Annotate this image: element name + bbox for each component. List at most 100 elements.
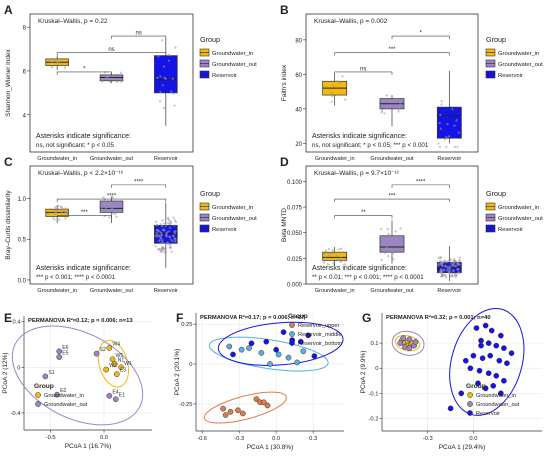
significance-label: *** (388, 194, 396, 200)
confidence-ellipse (217, 321, 344, 366)
x-axis-label: PCoA 1 (29.4%) (439, 444, 486, 451)
panel-letter: F (176, 311, 183, 325)
legend-swatch (289, 322, 295, 328)
data-point (170, 250, 173, 253)
legend-label: Reservoir (212, 227, 237, 233)
data-point (412, 339, 419, 345)
data-point (444, 264, 448, 268)
legend-label: Groundwater_in (212, 51, 253, 57)
data-point (339, 257, 343, 260)
legend-label: Groundwater_out (498, 62, 543, 68)
data-point (394, 230, 397, 233)
legend-label: Groundwater_in (44, 393, 84, 399)
data-point (48, 58, 52, 62)
data-point (263, 338, 270, 345)
data-point (451, 108, 454, 111)
data-point (168, 226, 172, 230)
data-point (439, 268, 443, 271)
data-point (47, 212, 50, 215)
legend-title: Group (466, 383, 486, 390)
significance-bracket (111, 35, 167, 40)
data-point (452, 263, 456, 266)
y-tick-label: 0.25 (181, 322, 192, 328)
legend-label: Groundwater_in (498, 205, 539, 211)
note-line: ns, not significant; * p < 0.05 (36, 142, 114, 149)
note-line: Asterisks indicate significance: (312, 133, 407, 140)
data-point (343, 93, 346, 96)
data-point (331, 252, 334, 256)
data-point (169, 220, 173, 224)
legend-title: Group (34, 383, 54, 390)
data-point (273, 346, 280, 353)
data-point (111, 196, 115, 199)
x-tick-label: Reservoir (154, 288, 178, 294)
data-point (108, 216, 111, 219)
data-point (118, 209, 122, 213)
data-point (399, 248, 403, 252)
data-point (161, 84, 164, 87)
data-point (324, 249, 328, 252)
legend-label: Groundwater_out (212, 62, 257, 68)
data-point (113, 212, 116, 216)
y-axis-label: Faith's index (281, 64, 288, 101)
data-point (173, 224, 176, 227)
data-point (311, 353, 318, 359)
data-point (300, 348, 307, 355)
data-point (56, 354, 63, 360)
data-point (439, 256, 442, 260)
y-tick-label: 20 (295, 142, 302, 148)
data-point (165, 242, 168, 245)
data-point (326, 263, 329, 266)
y-axis-label: PCoA 2 (12%) (2, 352, 9, 393)
stat-title: Kruskal–Wallis, p = 9.7×10⁻¹² (314, 170, 400, 177)
significance-bracket (56, 71, 112, 75)
data-point (63, 66, 67, 69)
data-point (53, 209, 57, 212)
point-label: W5 (116, 353, 124, 359)
y-tick-label: 0.075 (287, 206, 303, 212)
data-point (450, 272, 454, 275)
point-label: W4 (112, 341, 120, 347)
data-point (154, 234, 157, 238)
significance-label: **** (107, 194, 117, 200)
legend-label: Reservoir_middle (298, 332, 342, 338)
data-point (341, 251, 344, 254)
data-point (448, 265, 451, 268)
data-point (338, 81, 342, 85)
significance-bracket (334, 198, 450, 203)
data-point (171, 239, 174, 243)
note-line: Asterisks indicate significance: (36, 133, 131, 140)
data-point (406, 336, 413, 343)
data-point (157, 239, 161, 242)
data-point (341, 75, 344, 78)
panel-letter: D (280, 155, 289, 169)
data-point (104, 207, 108, 211)
data-point (440, 103, 443, 106)
x-tick-label: Groundwater_out (370, 288, 414, 294)
data-point (397, 110, 400, 113)
data-point (446, 260, 449, 263)
data-point (458, 256, 462, 259)
point-label: E2 (60, 388, 66, 394)
data-point (154, 220, 158, 223)
data-point (343, 259, 346, 262)
x-tick-label: Groundwater_out (370, 156, 414, 162)
data-point (159, 242, 162, 245)
data-point (168, 235, 172, 239)
legend-label: Groundwater_out (212, 216, 257, 222)
x-tick-label: 0.0 (100, 435, 108, 441)
y-tick-label: 0.050 (287, 231, 303, 237)
y-tick-label: 40 (295, 107, 302, 113)
data-point (230, 351, 236, 358)
data-point (455, 119, 458, 122)
data-point (398, 103, 402, 106)
data-point (445, 135, 448, 139)
data-point (335, 253, 338, 257)
data-point (470, 352, 477, 359)
data-point (338, 259, 341, 262)
data-point (447, 135, 451, 138)
data-point (174, 46, 177, 49)
legend-title: Group (200, 35, 220, 44)
significance-label: *** (388, 47, 396, 53)
data-point (485, 340, 492, 346)
